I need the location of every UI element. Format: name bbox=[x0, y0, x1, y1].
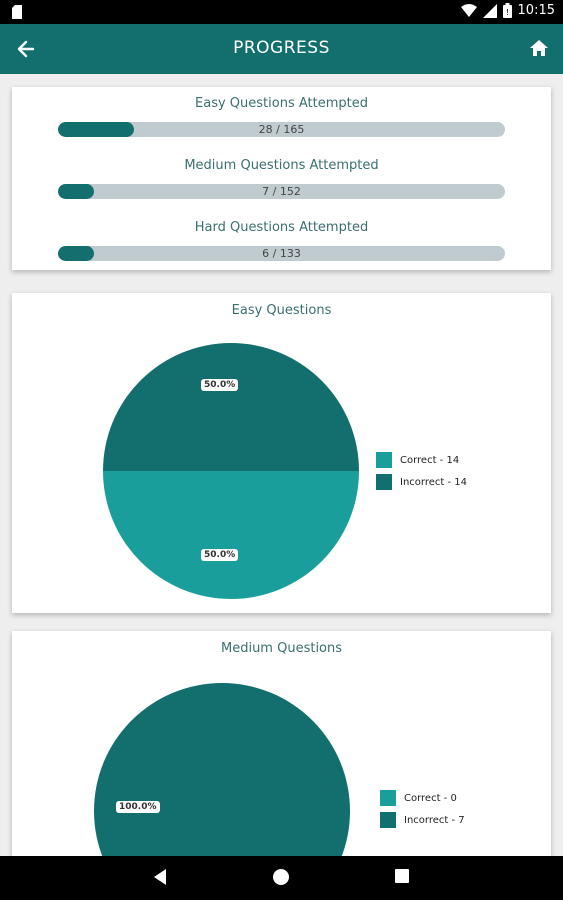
medium-attempted-label: Medium Questions Attempted bbox=[184, 158, 379, 173]
medium-progress-bar: 7 / 152 bbox=[58, 184, 505, 199]
nav-recents-icon[interactable] bbox=[394, 868, 410, 884]
battery-icon: ! bbox=[502, 3, 512, 18]
status-bar: ! 10:15 bbox=[0, 0, 563, 24]
hard-attempted-label: Hard Questions Attempted bbox=[194, 220, 369, 235]
system-nav-bar bbox=[0, 856, 563, 900]
arrow-left-icon[interactable] bbox=[16, 39, 36, 59]
hard-progress-bar: 6 / 133 bbox=[58, 246, 505, 261]
medium-pie-card: Medium Questions 100.0% Correct - 0 Inco… bbox=[12, 631, 551, 891]
progress-card: Easy Questions Attempted 28 / 165 Medium… bbox=[12, 87, 551, 270]
legend-swatch-correct bbox=[380, 790, 396, 806]
legend-item-correct: Correct - 0 bbox=[380, 787, 465, 809]
easy-progress-bar: 28 / 165 bbox=[58, 122, 505, 137]
legend-swatch-incorrect bbox=[380, 812, 396, 828]
pie0-slice-correct bbox=[103, 471, 359, 599]
nav-back-icon[interactable] bbox=[152, 868, 168, 886]
svg-text:!: ! bbox=[505, 8, 508, 17]
legend-item-correct: Correct - 14 bbox=[376, 449, 467, 471]
legend-label-correct: Correct - 14 bbox=[400, 454, 460, 466]
legend-item-incorrect: Incorrect - 14 bbox=[376, 471, 467, 493]
home-icon[interactable] bbox=[529, 38, 549, 58]
legend-swatch-correct bbox=[376, 452, 392, 468]
easy-incorrect-pct: 50.0% bbox=[201, 379, 239, 391]
easy-progress-text: 28 / 165 bbox=[258, 123, 305, 136]
pie0-slice-incorrect bbox=[103, 343, 359, 471]
sim-card-icon bbox=[12, 5, 22, 19]
medium-incorrect-pct: 100.0% bbox=[116, 801, 160, 813]
hard-progress-fill bbox=[58, 246, 94, 261]
medium-chart-title: Medium Questions bbox=[220, 641, 343, 656]
legend-label-incorrect: Incorrect - 14 bbox=[400, 476, 467, 488]
medium-pie-chart bbox=[94, 683, 350, 891]
nav-home-icon[interactable] bbox=[272, 868, 290, 886]
page-title: PROGRESS bbox=[233, 38, 330, 58]
easy-attempted-label: Easy Questions Attempted bbox=[195, 96, 368, 111]
app-bar: PROGRESS bbox=[0, 24, 563, 74]
legend-item-incorrect: Incorrect - 7 bbox=[380, 809, 465, 831]
medium-progress-text: 7 / 152 bbox=[262, 185, 301, 198]
signal-icon bbox=[482, 3, 497, 18]
easy-chart-title: Easy Questions bbox=[231, 303, 332, 318]
legend-label-correct: Correct - 0 bbox=[404, 792, 457, 804]
pie1-slice-incorrect bbox=[94, 683, 350, 891]
easy-correct-pct: 50.0% bbox=[201, 549, 239, 561]
hard-progress-text: 6 / 133 bbox=[262, 247, 301, 260]
easy-pie-chart bbox=[103, 343, 359, 599]
easy-pie-card: Easy Questions 50.0% 50.0% Correct - 14 … bbox=[12, 293, 551, 613]
easy-progress-fill bbox=[58, 122, 134, 137]
easy-legend: Correct - 14 Incorrect - 14 bbox=[376, 449, 467, 493]
medium-progress-fill bbox=[58, 184, 94, 199]
medium-legend: Correct - 0 Incorrect - 7 bbox=[380, 787, 465, 831]
wifi-icon bbox=[460, 3, 477, 17]
clock: 10:15 bbox=[517, 3, 555, 18]
legend-swatch-incorrect bbox=[376, 474, 392, 490]
legend-label-incorrect: Incorrect - 7 bbox=[404, 814, 465, 826]
